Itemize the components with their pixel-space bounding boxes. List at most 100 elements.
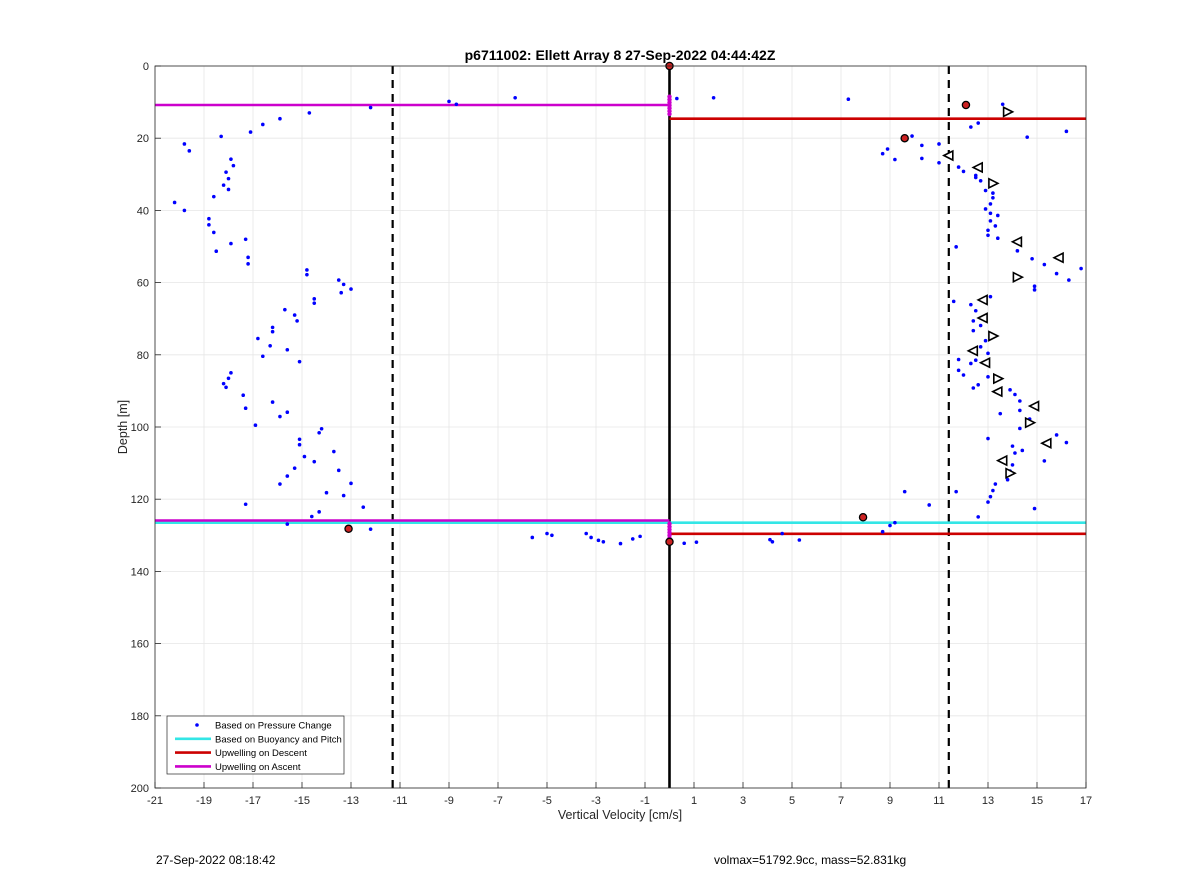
buoyancy-triangle-marker — [992, 372, 1005, 385]
pressure-change-point — [270, 329, 275, 334]
pressure-change-point — [893, 520, 897, 525]
pressure-change-point — [973, 175, 978, 180]
pressure-change-point — [226, 176, 231, 181]
pressure-change-point — [988, 494, 993, 499]
pressure-change-point — [682, 541, 686, 546]
pressure-change-point — [368, 105, 373, 110]
pressure-change-point — [910, 134, 914, 138]
x-tick-label: -3 — [591, 795, 601, 807]
x-tick-label: -21 — [147, 795, 163, 807]
highlight-point — [344, 524, 353, 534]
pressure-change-point — [937, 160, 941, 165]
pressure-change-point — [229, 241, 233, 246]
pressure-change-point — [998, 411, 1003, 416]
pressure-change-point — [241, 393, 245, 398]
pressure-change-point — [1020, 448, 1025, 453]
pressure-change-point — [332, 449, 336, 454]
buoyancy-triangle-marker — [988, 330, 1000, 342]
pressure-change-point — [268, 343, 272, 348]
pressure-change-point — [780, 531, 784, 536]
y-tick-label: 100 — [131, 422, 149, 434]
pressure-change-point — [312, 297, 317, 301]
legend-marker — [195, 723, 199, 727]
pressure-change-point — [589, 535, 593, 540]
pressure-change-point — [991, 195, 995, 200]
legend-label: Upwelling on Ascent — [215, 762, 301, 773]
buoyancy-triangle-marker — [942, 149, 954, 162]
pressure-change-point — [991, 488, 995, 493]
pressure-change-point — [253, 423, 258, 427]
y-tick-label: 80 — [137, 350, 149, 362]
pressure-change-point — [893, 157, 897, 162]
pressure-change-point — [880, 151, 885, 156]
y-tick-label: 160 — [131, 639, 149, 651]
pressure-change-point — [243, 502, 248, 507]
pressure-change-point — [295, 319, 299, 323]
pressure-change-point — [341, 493, 346, 498]
y-tick-label: 0 — [143, 61, 149, 73]
pressure-change-point — [902, 489, 907, 494]
x-tick-label: -17 — [245, 795, 261, 807]
threshold-lines — [155, 103, 1086, 536]
y-tick-label: 200 — [131, 783, 149, 795]
pressure-change-point — [336, 278, 341, 282]
pressure-change-point — [1030, 256, 1034, 261]
pressure-change-point — [339, 290, 344, 295]
x-tick-label: -15 — [294, 795, 310, 807]
y-tick-label: 180 — [131, 711, 149, 723]
highlight-point — [858, 513, 868, 522]
pressure-change-point — [888, 523, 892, 528]
pressure-change-point — [285, 522, 290, 526]
pressure-change-point — [214, 249, 219, 253]
pressure-change-point — [361, 505, 366, 509]
pressure-change-point — [983, 188, 988, 193]
buoyancy-triangle-marker — [1027, 400, 1040, 412]
pressure-change-point — [224, 385, 228, 390]
pressure-change-point — [927, 503, 931, 507]
pressure-change-point — [297, 442, 302, 447]
pressure-change-point — [246, 255, 250, 260]
buoyancy-triangle-marker — [978, 356, 991, 369]
buoyancy-triangle-marker — [1052, 251, 1064, 264]
buoyancy-triangle-marker — [971, 161, 984, 174]
pressure-change-point — [545, 531, 549, 536]
pressure-change-point — [243, 237, 248, 242]
buoyancy-triangle-marker — [1040, 437, 1052, 450]
pressure-change-point — [285, 410, 290, 414]
x-tick-label: 17 — [1080, 795, 1092, 807]
pressure-change-point — [317, 510, 321, 514]
pressure-change-point — [596, 538, 601, 543]
buoyancy-triangle-marker — [991, 385, 1003, 398]
pressure-change-point — [973, 358, 978, 363]
x-tick-label: 7 — [838, 795, 844, 807]
pressure-change-point — [694, 540, 699, 544]
y-tick-label: 140 — [131, 566, 149, 578]
pressure-change-point — [1054, 433, 1059, 437]
pressure-change-point — [638, 534, 642, 539]
legend: Based on Pressure Change Based on Buoyanc… — [166, 715, 345, 775]
x-tick-label: 13 — [982, 795, 994, 807]
pressure-change-point — [956, 165, 961, 169]
pressure-change-point — [207, 223, 211, 227]
pressure-change-point — [285, 474, 290, 478]
pressure-change-point — [973, 308, 978, 313]
y-tick-label: 20 — [137, 133, 149, 145]
legend-label: Based on Buoyancy and Pitch — [215, 734, 342, 745]
pressure-change-point — [292, 313, 297, 317]
pressure-change-point — [1018, 408, 1022, 413]
pressure-change-point — [846, 97, 851, 102]
pressure-change-point — [226, 187, 231, 192]
ascent-marker — [667, 111, 672, 117]
chart-title: p6711002: Ellett Array 8 27-Sep-2022 04:… — [465, 47, 776, 63]
buoyancy-triangle-marker — [1002, 106, 1015, 118]
pressure-change-point — [182, 208, 187, 213]
pressure-change-point — [971, 319, 976, 323]
x-tick-label: -9 — [444, 795, 454, 807]
pressure-change-point — [1015, 249, 1020, 253]
pressure-change-point — [278, 482, 282, 486]
pressure-change-point — [229, 371, 233, 375]
pressure-change-point — [349, 481, 353, 486]
pressure-change-point — [978, 323, 983, 328]
pressure-change-point — [1042, 262, 1047, 267]
pressure-change-point — [797, 538, 802, 542]
